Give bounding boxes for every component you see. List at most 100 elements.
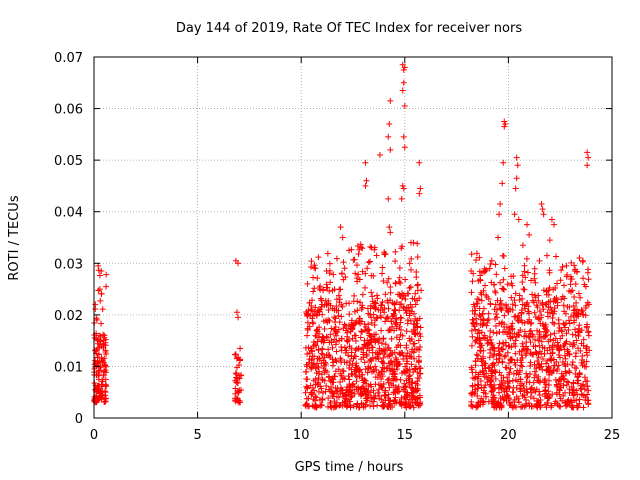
data-point xyxy=(572,332,579,339)
data-point xyxy=(325,300,332,307)
data-point xyxy=(474,300,481,307)
data-point xyxy=(511,211,518,218)
data-point xyxy=(485,374,492,381)
data-point xyxy=(526,379,533,386)
data-point xyxy=(97,389,104,396)
data-point xyxy=(490,394,497,401)
data-point xyxy=(501,286,508,293)
data-point xyxy=(414,323,421,330)
data-point xyxy=(409,295,416,302)
data-point xyxy=(554,383,561,390)
data-point xyxy=(548,216,555,223)
data-point xyxy=(384,314,391,321)
data-point xyxy=(468,251,475,258)
data-point xyxy=(357,320,364,327)
data-point xyxy=(519,242,526,249)
data-point xyxy=(394,361,401,368)
data-point xyxy=(402,388,409,395)
data-point xyxy=(386,224,393,231)
data-point xyxy=(302,344,309,351)
data-point xyxy=(316,356,323,363)
data-point xyxy=(364,369,371,376)
data-point xyxy=(519,301,526,308)
data-point xyxy=(381,351,388,358)
data-point xyxy=(417,399,424,406)
data-point xyxy=(369,398,376,405)
data-point xyxy=(498,385,505,392)
data-point xyxy=(524,269,531,276)
data-point xyxy=(329,393,336,400)
data-point xyxy=(570,404,577,411)
data-point xyxy=(536,392,543,399)
data-point xyxy=(410,310,417,317)
data-point xyxy=(492,398,499,405)
data-point xyxy=(575,310,582,317)
data-point xyxy=(304,332,311,339)
data-point xyxy=(523,396,530,403)
data-point xyxy=(520,286,527,293)
data-point xyxy=(533,401,540,408)
data-point xyxy=(512,290,519,297)
data-point xyxy=(304,313,311,320)
data-point xyxy=(232,385,239,392)
data-point xyxy=(553,389,560,396)
data-point xyxy=(477,378,484,385)
data-point xyxy=(571,341,578,348)
data-point xyxy=(513,385,520,392)
data-point xyxy=(412,301,419,308)
data-point xyxy=(337,356,344,363)
data-point xyxy=(410,341,417,348)
data-point xyxy=(469,369,476,376)
data-point xyxy=(405,290,412,297)
data-point xyxy=(378,383,385,390)
data-point xyxy=(470,319,477,326)
data-point xyxy=(346,247,353,254)
data-point xyxy=(493,330,500,337)
data-point xyxy=(478,297,485,304)
data-point xyxy=(410,349,417,356)
data-point xyxy=(233,355,240,362)
data-point xyxy=(478,291,485,298)
data-point xyxy=(503,305,510,312)
data-point xyxy=(329,356,336,363)
data-point xyxy=(398,301,405,308)
data-point xyxy=(532,349,539,356)
data-point xyxy=(307,312,314,319)
data-point xyxy=(97,333,104,340)
data-point xyxy=(472,326,479,333)
data-point xyxy=(302,389,309,396)
data-point xyxy=(91,397,98,404)
data-point xyxy=(414,287,421,294)
data-point xyxy=(493,311,500,318)
data-point xyxy=(483,292,490,299)
data-point xyxy=(550,367,557,374)
data-point xyxy=(559,263,566,270)
data-point xyxy=(395,278,402,285)
data-point xyxy=(562,310,569,317)
data-point xyxy=(99,306,106,313)
data-point xyxy=(396,399,403,406)
data-point xyxy=(560,342,567,349)
data-point xyxy=(235,354,242,361)
data-point xyxy=(331,326,338,333)
data-point xyxy=(540,211,547,218)
data-point xyxy=(324,319,331,326)
data-point xyxy=(406,285,413,292)
x-tick-label: 5 xyxy=(193,428,201,443)
data-point xyxy=(551,330,558,337)
data-point xyxy=(414,317,421,324)
data-point xyxy=(481,268,488,275)
data-point xyxy=(554,366,561,373)
data-point xyxy=(338,335,345,342)
data-point xyxy=(352,347,359,354)
data-point xyxy=(359,344,366,351)
data-point xyxy=(481,360,488,367)
data-point xyxy=(504,349,511,356)
data-point xyxy=(408,266,415,273)
data-point xyxy=(480,305,487,312)
data-point xyxy=(519,319,526,326)
data-point xyxy=(312,393,319,400)
data-point xyxy=(390,389,397,396)
data-point xyxy=(327,331,334,338)
data-point xyxy=(558,296,565,303)
